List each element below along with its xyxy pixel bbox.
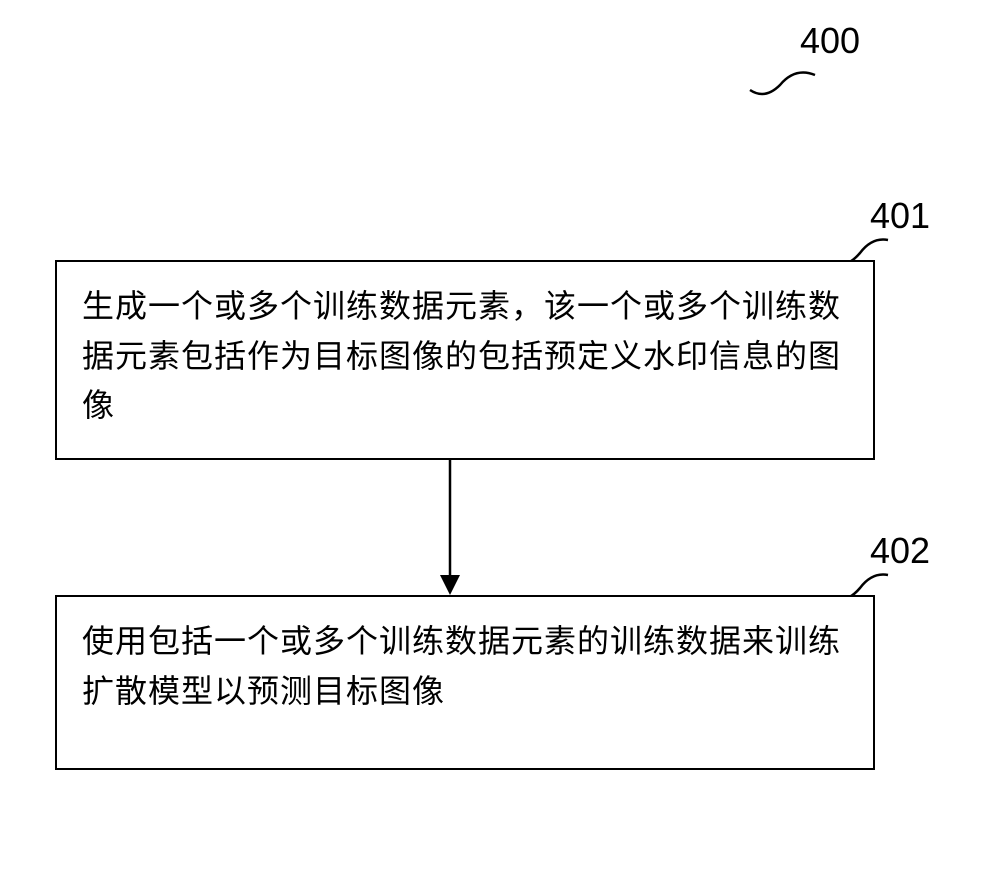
flowchart-container: 400 401 生成一个或多个训练数据元素，该一个或多个训练数据元素包括作为目标… (0, 0, 1000, 885)
step1-text: 生成一个或多个训练数据元素，该一个或多个训练数据元素包括作为目标图像的包括预定义… (82, 282, 848, 431)
squiggle-icon-400 (745, 55, 825, 105)
flowchart-box-step1: 生成一个或多个训练数据元素，该一个或多个训练数据元素包括作为目标图像的包括预定义… (55, 260, 875, 460)
step2-text: 使用包括一个或多个训练数据元素的训练数据来训练扩散模型以预测目标图像 (82, 617, 848, 716)
arrow-down-icon (430, 460, 470, 600)
flowchart-box-step2: 使用包括一个或多个训练数据元素的训练数据来训练扩散模型以预测目标图像 (55, 595, 875, 770)
